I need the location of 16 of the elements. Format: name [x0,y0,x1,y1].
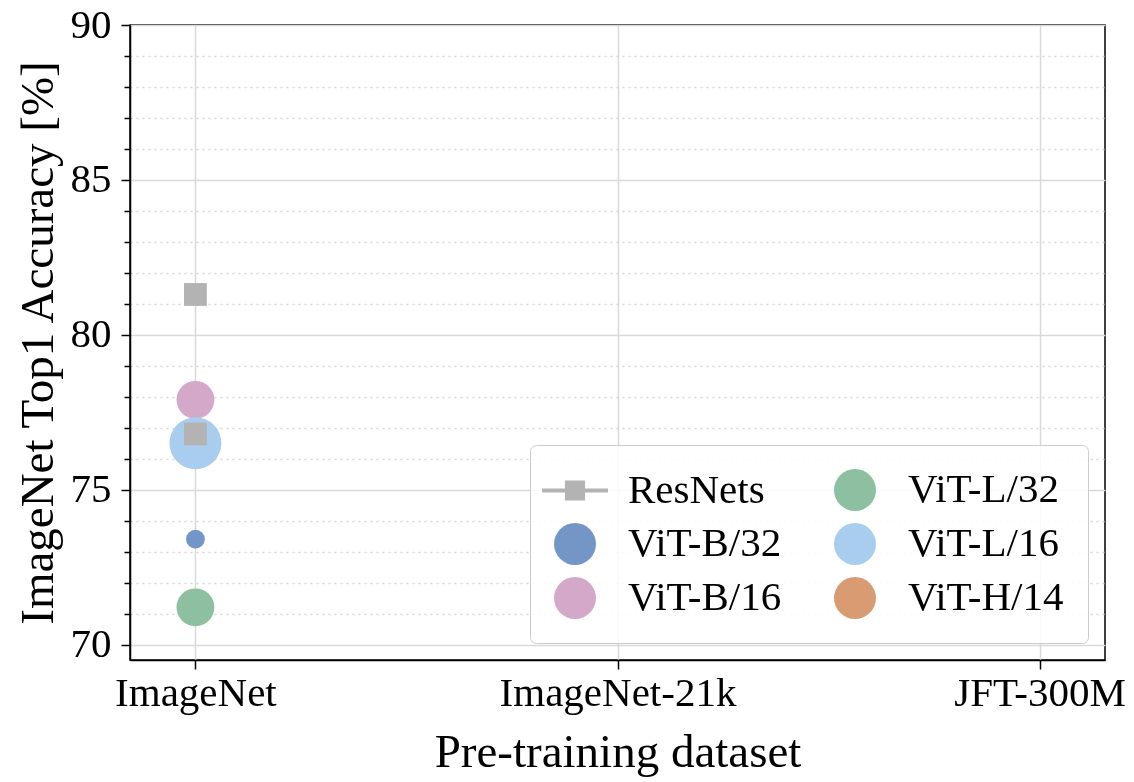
y-tick-label: 90 [70,0,112,47]
x-tick-label: JFT-300M [954,668,1126,715]
x-tick-label: ImageNet [115,668,278,715]
y-tick-label: 85 [70,155,112,202]
y-tick-label: 80 [70,310,112,357]
x-axis-title: Pre-training dataset [434,724,802,777]
y-axis-title: ImageNet Top1 Accuracy [%] [10,61,63,625]
y-tick-label: 75 [70,465,112,512]
legend-label: ViT-H/14 [908,573,1064,619]
legend-label: ResNets [628,465,765,512]
x-tick-label: ImageNet-21k [499,668,737,715]
legend-label: ViT-B/32 [628,519,782,565]
legend-label: ViT-L/32 [908,465,1059,511]
legend-label: ViT-B/16 [628,573,782,619]
y-tick-label: 70 [70,620,112,667]
legend-label: ViT-L/16 [908,519,1059,565]
